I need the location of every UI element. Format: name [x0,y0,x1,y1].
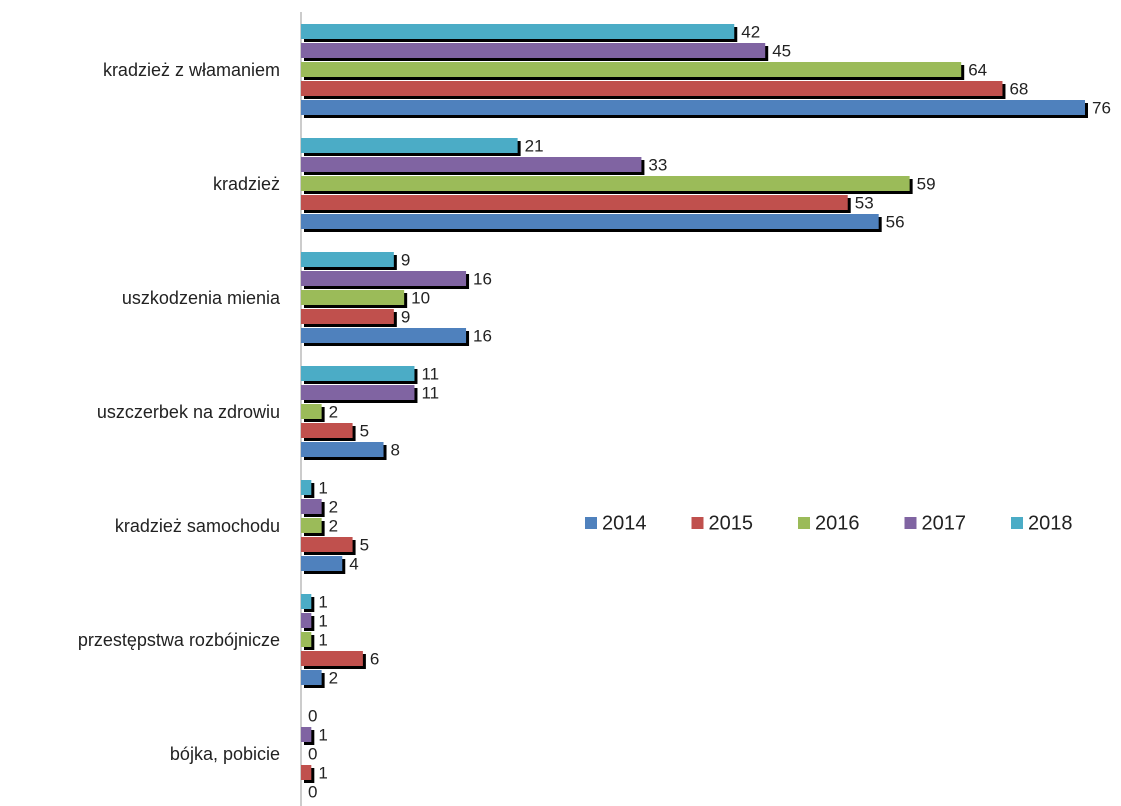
bar [301,632,312,647]
bar [301,100,1085,115]
value-label: 10 [411,288,430,307]
value-label: 8 [391,440,400,459]
category-label: uszkodzenia mienia [122,288,281,308]
category-label: przestępstwa rozbójnicze [78,630,280,650]
value-label: 56 [886,212,905,231]
value-label: 21 [525,136,544,155]
bar [301,43,766,58]
value-label: 0 [308,706,317,725]
bar [301,537,353,552]
value-label: 0 [308,744,317,763]
value-label: 42 [741,22,760,41]
value-label: 1 [318,611,327,630]
bar [301,176,910,191]
category-label: kradzież samochodu [115,516,280,536]
bar [301,290,405,305]
bar [301,252,394,267]
value-label: 33 [648,155,667,174]
legend-swatch [585,517,597,529]
value-label: 64 [968,60,987,79]
value-label: 9 [401,250,410,269]
bar [301,366,415,381]
value-label: 53 [855,193,874,212]
category-label: kradzież z włamaniem [103,60,280,80]
bar [301,670,322,685]
bar [301,518,322,533]
bar [301,442,384,457]
value-label: 11 [421,383,439,402]
value-label: 1 [318,630,327,649]
legend-label: 2017 [922,512,967,534]
value-label: 2 [329,497,338,516]
bar [301,765,312,780]
bar [301,651,363,666]
bar [301,271,467,286]
bar [301,404,322,419]
legend-label: 2015 [709,512,754,534]
bar [301,24,735,39]
value-label: 68 [1009,79,1028,98]
legend-label: 2018 [1028,512,1073,534]
bar [301,81,1003,96]
bar [301,157,642,172]
legend-swatch [1011,517,1023,529]
bar [301,556,343,571]
bar [301,195,848,210]
bar [301,594,312,609]
value-label: 5 [360,535,369,554]
value-label: 0 [308,782,317,801]
bar [301,499,322,514]
legend-label: 2016 [815,512,860,534]
legend-swatch [798,517,810,529]
value-label: 5 [360,421,369,440]
value-label: 2 [329,516,338,535]
value-label: 16 [473,269,492,288]
value-label: 1 [318,592,327,611]
value-label: 2 [329,668,338,687]
value-label: 16 [473,326,492,345]
bar [301,613,312,628]
category-label: kradzież [213,174,280,194]
legend-label: 2014 [602,512,647,534]
value-label: 6 [370,649,379,668]
category-label: uszczerbek na zdrowiu [97,402,280,422]
bar [301,138,518,153]
bar [301,62,962,77]
value-label: 11 [421,364,439,383]
bar [301,328,467,343]
value-label: 1 [318,763,327,782]
legend-swatch [691,517,704,529]
value-label: 1 [318,478,327,497]
value-label: 1 [318,725,327,744]
bar [301,727,312,742]
bar [301,480,312,495]
value-label: 59 [917,174,936,193]
value-label: 76 [1092,98,1111,117]
value-label: 2 [329,402,338,421]
bar [301,423,353,438]
value-label: 4 [349,554,358,573]
value-label: 45 [772,41,791,60]
category-label: bójka, pobicie [170,744,280,764]
bar [301,309,394,324]
legend-swatch [904,517,917,529]
value-label: 9 [401,307,410,326]
bar [301,385,415,400]
bar [301,214,879,229]
